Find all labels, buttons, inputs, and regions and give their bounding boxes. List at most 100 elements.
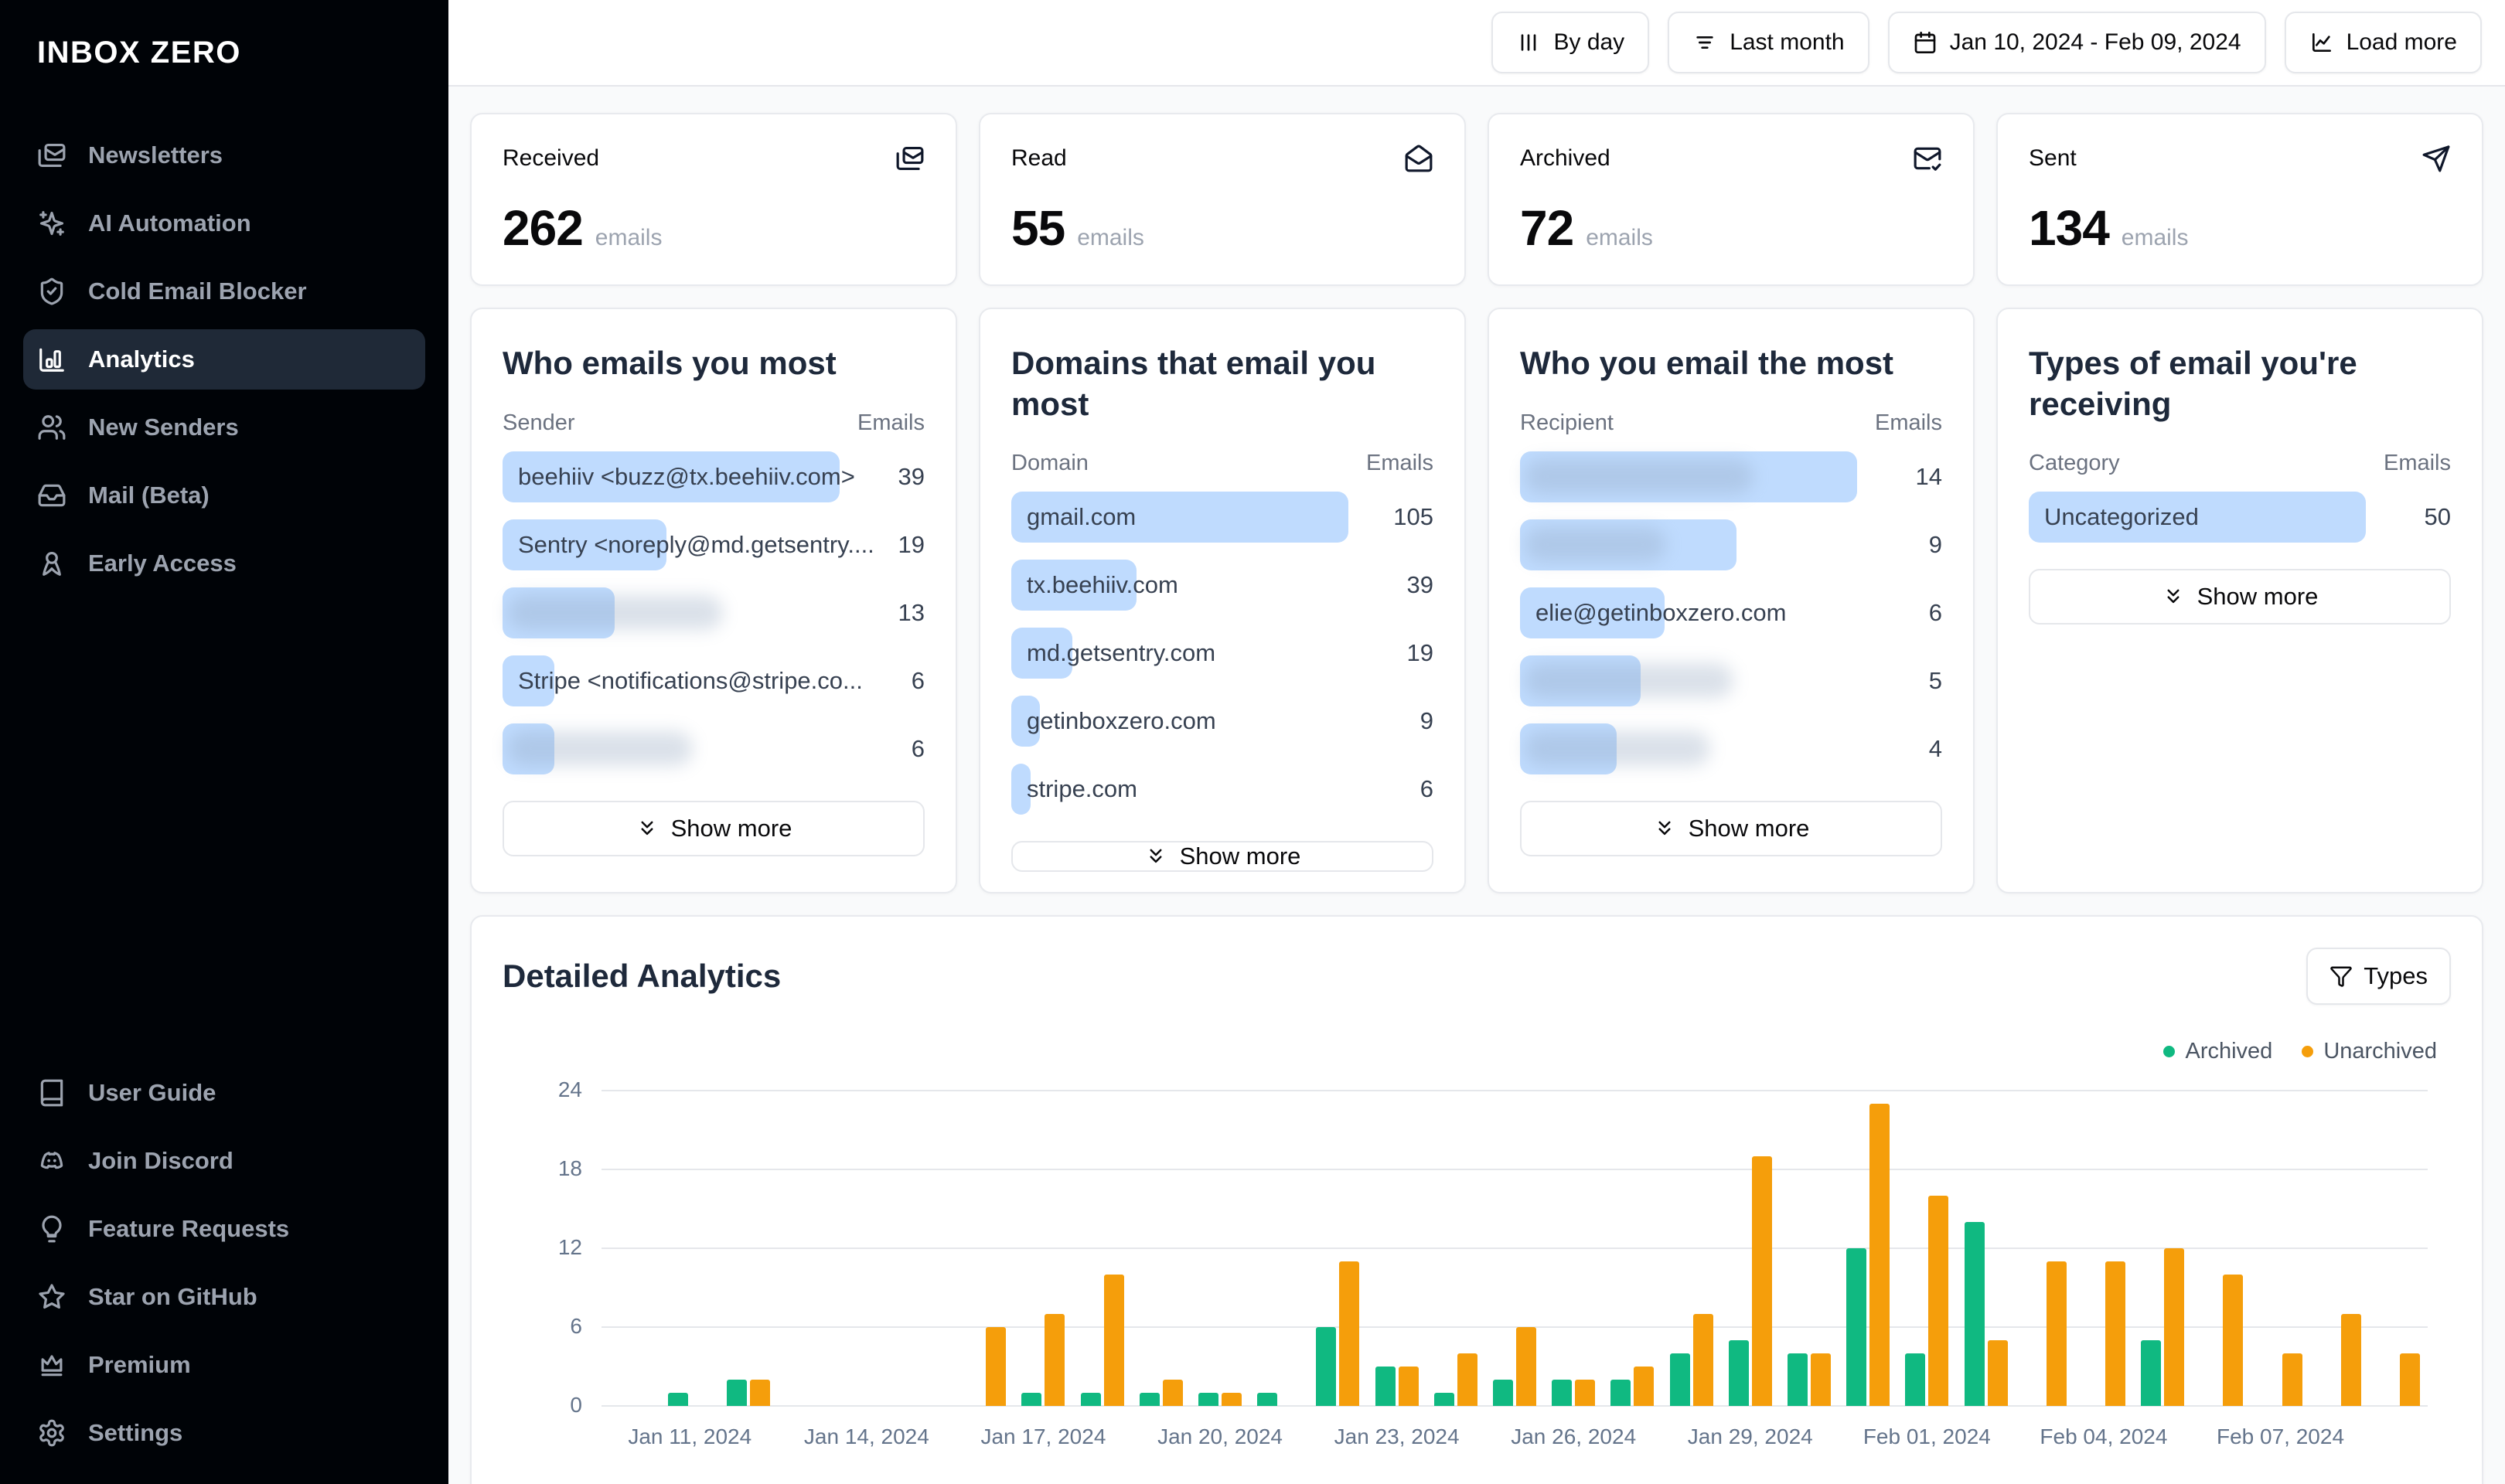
legend-item-archived: Archived: [2163, 1039, 2272, 1064]
funnel-icon: [2329, 965, 2353, 988]
sidebar-item-user-guide[interactable]: User Guide: [23, 1063, 425, 1123]
row-label: getinboxzero.com: [1027, 707, 1216, 734]
row-bar: [1011, 696, 1041, 747]
show-more-button[interactable]: Show more: [2029, 569, 2451, 625]
sidebar-item-label: User Guide: [88, 1079, 216, 1106]
row-bar: [1011, 764, 1031, 815]
stat-value: 134: [2029, 200, 2110, 256]
stat-value-row: 55 emails: [1011, 199, 1433, 257]
legend-dot: [2163, 1046, 2176, 1057]
stat-card-read: Read 55 emails: [979, 113, 1466, 286]
show-more-button[interactable]: Show more: [1520, 800, 1942, 856]
row-bar-track: [1520, 723, 1857, 774]
sidebar-item-star-on-github[interactable]: Star on GitHub: [23, 1267, 425, 1327]
chart-bar-unarchived-jan-26-2024: [1575, 1380, 1596, 1406]
row-value: 6: [911, 734, 925, 762]
show-more-label: Show more: [670, 814, 792, 842]
gridline-0: [602, 1405, 2428, 1407]
row-value: 19: [1406, 639, 1433, 666]
chart-bar-archived-jan-11-2024: [668, 1393, 689, 1406]
ribbon-icon: [37, 549, 66, 578]
by-day-button[interactable]: By day: [1491, 12, 1650, 73]
row-bar-track: elie@getinboxzero.com: [1520, 587, 1857, 638]
chart-bar-unarchived-jan-22-2024: [1339, 1261, 1360, 1406]
chart-bar-archived-jan-19-2024: [1139, 1393, 1160, 1406]
stat-label: Received: [503, 145, 600, 171]
topbar: By day Last month Jan 10, 2024 - Feb 09, 2…: [448, 0, 2505, 87]
row-bar: [1011, 492, 1348, 543]
chevrons-down-icon: [2162, 585, 2185, 608]
y-axis-label: 12: [557, 1235, 582, 1259]
chart-bar-archived-jan-26-2024: [1552, 1380, 1573, 1406]
chart-bar-unarchived-feb-03-2024: [2046, 1261, 2067, 1406]
table-row: elie@getinboxzero.com 6: [1520, 587, 1942, 638]
sidebar-item-cold-email-blocker[interactable]: Cold Email Blocker: [23, 261, 425, 322]
row-label: md.getsentry.com: [1027, 639, 1216, 666]
chart-bar-archived-jan-31-2024: [1846, 1248, 1867, 1406]
row-value: 13: [898, 598, 925, 626]
sidebar-item-newsletters[interactable]: Newsletters: [23, 125, 425, 186]
row-bar: [1011, 628, 1072, 679]
y-axis-label: 6: [570, 1314, 582, 1338]
column-headers: Domain Emails: [1011, 451, 1433, 476]
chart-bar-archived-jan-25-2024: [1493, 1380, 1513, 1406]
row-value: 6: [911, 666, 925, 694]
stat-value-row: 134 emails: [2029, 199, 2451, 257]
stats-row: Received 262 emails Read 55 emails Archived 72 e…: [470, 113, 2483, 286]
sidebar-item-ai-automation[interactable]: AI Automation: [23, 193, 425, 254]
row-bar-track: gmail.com: [1011, 492, 1348, 543]
row-bar-track: Sentry <noreply@md.getsentry....: [503, 519, 874, 570]
row-bar: [1520, 451, 1857, 502]
last-month-button[interactable]: Last month: [1668, 12, 1869, 73]
types-filter-button[interactable]: Types: [2306, 948, 2451, 1005]
load-more-button[interactable]: Load more: [2284, 12, 2482, 73]
sidebar-item-early-access[interactable]: Early Access: [23, 533, 425, 594]
sidebar-item-label: Star on GitHub: [88, 1283, 257, 1310]
chevrons-down-icon: [1144, 845, 1167, 868]
row-value: 6: [1928, 598, 1942, 626]
column-header-recipient: Recipient: [1520, 410, 1614, 435]
show-more-button[interactable]: Show more: [1011, 841, 1433, 872]
inbox-icon: [37, 481, 66, 510]
sidebar-item-mail-beta[interactable]: Mail (Beta): [23, 465, 425, 526]
row-bar: [1520, 723, 1617, 774]
jan-10-2024-feb-09-2024-button[interactable]: Jan 10, 2024 - Feb 09, 2024: [1887, 12, 2266, 73]
redacted-text-blur: [1525, 459, 1754, 494]
row-bar-track: Stripe <notifications@stripe.co...: [503, 655, 863, 706]
row-label: gmail.com: [1027, 503, 1137, 530]
sidebar-item-analytics[interactable]: Analytics: [23, 329, 425, 390]
chevrons-down-icon: [1653, 817, 1676, 840]
stat-card-archived: Archived 72 emails: [1488, 113, 1975, 286]
sidebar-primary-nav: Newsletters AI Automation Cold Email Block…: [0, 121, 448, 597]
x-axis-label: Jan 17, 2024: [980, 1424, 1106, 1448]
row-bar-track: Uncategorized: [2029, 492, 2366, 543]
row-bar-track: [503, 587, 840, 638]
table-row: Sentry <noreply@md.getsentry.... 19: [503, 519, 925, 570]
gridline-6: [602, 1326, 2428, 1328]
sidebar-item-new-senders[interactable]: New Senders: [23, 397, 425, 458]
row-bar-track: [1520, 519, 1857, 570]
row-label: Stripe <notifications@stripe.co...: [518, 666, 863, 694]
chart-bar-archived-jan-21-2024: [1257, 1393, 1278, 1406]
row-bar-track: [1520, 655, 1857, 706]
sidebar-item-feature-requests[interactable]: Feature Requests: [23, 1199, 425, 1259]
x-axis-label: Jan 20, 2024: [1157, 1424, 1283, 1448]
sidebar-item-join-discord[interactable]: Join Discord: [23, 1131, 425, 1191]
bar-chart: 0 6 12 18 24 Jan 11, 2024 Jan 14, 2024 Jan 17, …: [503, 1069, 2451, 1484]
gridline-12: [602, 1247, 2428, 1249]
column-headers: Category Emails: [2029, 451, 2451, 476]
table-row: gmail.com 105: [1011, 492, 1433, 543]
chart-bar-archived-jan-28-2024: [1669, 1353, 1690, 1406]
stat-card-sent: Sent 134 emails: [1996, 113, 2483, 286]
redacted-text-blur: [507, 595, 724, 630]
sidebar-item-settings[interactable]: Settings: [23, 1403, 425, 1463]
book-icon: [37, 1078, 66, 1108]
crown-icon: [37, 1350, 66, 1380]
table-row: beehiiv <buzz@tx.beehiiv.com> 39: [503, 451, 925, 502]
chart-bar-unarchived-jan-31-2024: [1869, 1104, 1890, 1406]
users-icon: [37, 413, 66, 442]
legend-label: Archived: [2185, 1039, 2273, 1064]
table-row: 14: [1520, 451, 1942, 502]
show-more-button[interactable]: Show more: [503, 800, 925, 856]
sidebar-item-premium[interactable]: Premium: [23, 1335, 425, 1395]
